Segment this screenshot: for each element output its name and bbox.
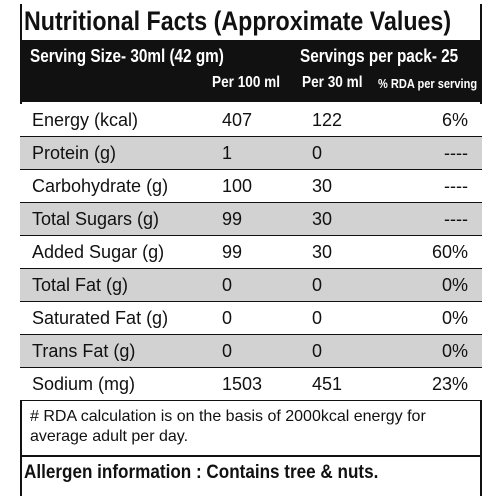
per-100ml: 100 bbox=[222, 176, 253, 196]
per-30ml: 30 bbox=[312, 176, 333, 196]
serving-size: Serving Size- 30ml (42 gm) bbox=[30, 46, 224, 66]
table-row: Trans Fat (g) 0 0 0% bbox=[20, 335, 482, 368]
nutrient-name: Total Fat (g) bbox=[32, 275, 129, 295]
rda: ---- bbox=[444, 143, 468, 163]
per-100ml: 1503 bbox=[222, 374, 263, 394]
rda: ---- bbox=[444, 209, 468, 229]
column-header: Per 100 ml bbox=[212, 74, 281, 91]
rda: 0% bbox=[441, 341, 468, 361]
title: Nutritional Facts (Approximate Values) bbox=[24, 6, 452, 36]
nutrient-name: Protein (g) bbox=[32, 143, 117, 163]
per-100ml: 0 bbox=[222, 308, 233, 328]
per-100ml: 407 bbox=[222, 110, 253, 130]
per-100ml: 0 bbox=[222, 341, 233, 361]
nutrient-name: Energy (kcal) bbox=[32, 110, 139, 130]
rda: 23% bbox=[431, 374, 468, 394]
header-band bbox=[20, 40, 482, 102]
per-30ml: 0 bbox=[312, 308, 323, 328]
rda: 0% bbox=[441, 275, 468, 295]
nutrient-name: Sodium (mg) bbox=[32, 374, 136, 394]
allergen: Allergen information : Contains tree & n… bbox=[24, 462, 379, 483]
per-100ml: 99 bbox=[222, 209, 243, 229]
table-row: Total Sugars (g) 99 30 ---- bbox=[20, 203, 482, 236]
nutrient-name: Saturated Fat (g) bbox=[32, 308, 169, 328]
per-30ml: 30 bbox=[312, 242, 333, 262]
table-row: Energy (kcal) 407 122 6% bbox=[20, 104, 482, 137]
rda: 6% bbox=[441, 110, 468, 130]
per-30ml: 0 bbox=[312, 275, 323, 295]
table-row: Carbohydrate (g) 100 30 ---- bbox=[20, 170, 482, 203]
per-100ml: 1 bbox=[222, 143, 233, 163]
per-30ml: 0 bbox=[312, 341, 323, 361]
rda: 0% bbox=[441, 308, 468, 328]
nutrient-name: Total Sugars (g) bbox=[32, 209, 160, 229]
nutrient-name: Carbohydrate (g) bbox=[32, 176, 169, 196]
per-30ml: 30 bbox=[312, 209, 333, 229]
rda: ---- bbox=[444, 176, 468, 196]
nutrient-name: Added Sugar (g) bbox=[32, 242, 165, 262]
table-row: Total Fat (g) 0 0 0% bbox=[20, 269, 482, 302]
per-30ml: 451 bbox=[312, 374, 343, 394]
table-row: Protein (g) 1 0 ---- bbox=[20, 137, 482, 170]
divider bbox=[20, 455, 482, 457]
column-header: Per 30 ml bbox=[302, 74, 363, 91]
table-row: Added Sugar (g) 99 30 60% bbox=[20, 236, 482, 269]
table-row: Sodium (mg) 1503 451 23% bbox=[20, 368, 482, 401]
per-100ml: 0 bbox=[222, 275, 233, 295]
table-row: Saturated Fat (g) 0 0 0% bbox=[20, 302, 482, 335]
servings-per-pack: Servings per pack- 25 bbox=[300, 46, 459, 66]
per-30ml: 0 bbox=[312, 143, 323, 163]
nutrient-name: Trans Fat (g) bbox=[32, 341, 136, 361]
per-100ml: 99 bbox=[222, 242, 243, 262]
rda: 60% bbox=[431, 242, 468, 262]
footnote: # RDA calculation is on the basis of 200… bbox=[30, 408, 426, 445]
column-header: % RDA per serving bbox=[378, 76, 478, 91]
per-30ml: 122 bbox=[312, 110, 343, 130]
